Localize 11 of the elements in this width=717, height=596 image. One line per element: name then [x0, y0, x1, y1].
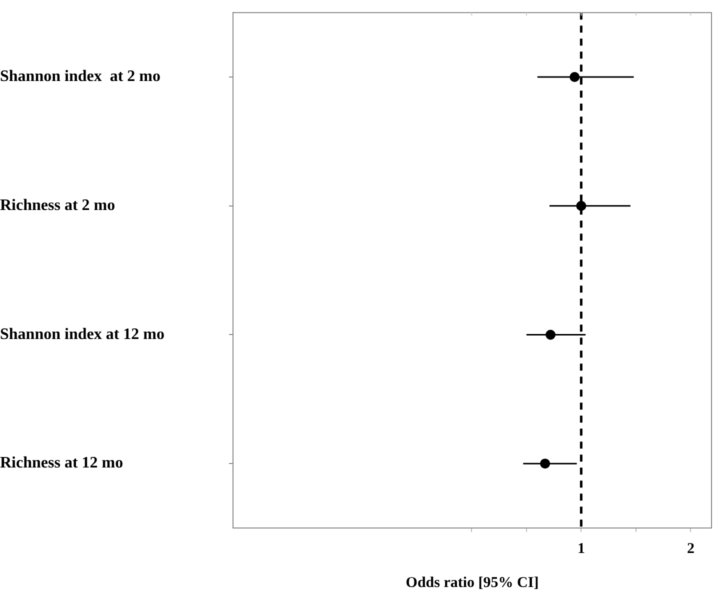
point [576, 200, 586, 211]
y-tick-label: Shannon index at 2 mo [0, 68, 160, 86]
x-tick-label: 1 [577, 540, 585, 557]
point [546, 330, 556, 340]
y-tick-label: Shannon index at 12 mo [0, 326, 164, 343]
y-tick-label: Richness at 12 mo [0, 454, 124, 472]
y-tick-label: Richness at 2 mo [0, 197, 116, 214]
point [540, 458, 550, 469]
x-axis-title: Odds ratio [95% CI] [406, 574, 539, 591]
x-tick-label: 2 [686, 540, 694, 557]
point [570, 72, 580, 82]
